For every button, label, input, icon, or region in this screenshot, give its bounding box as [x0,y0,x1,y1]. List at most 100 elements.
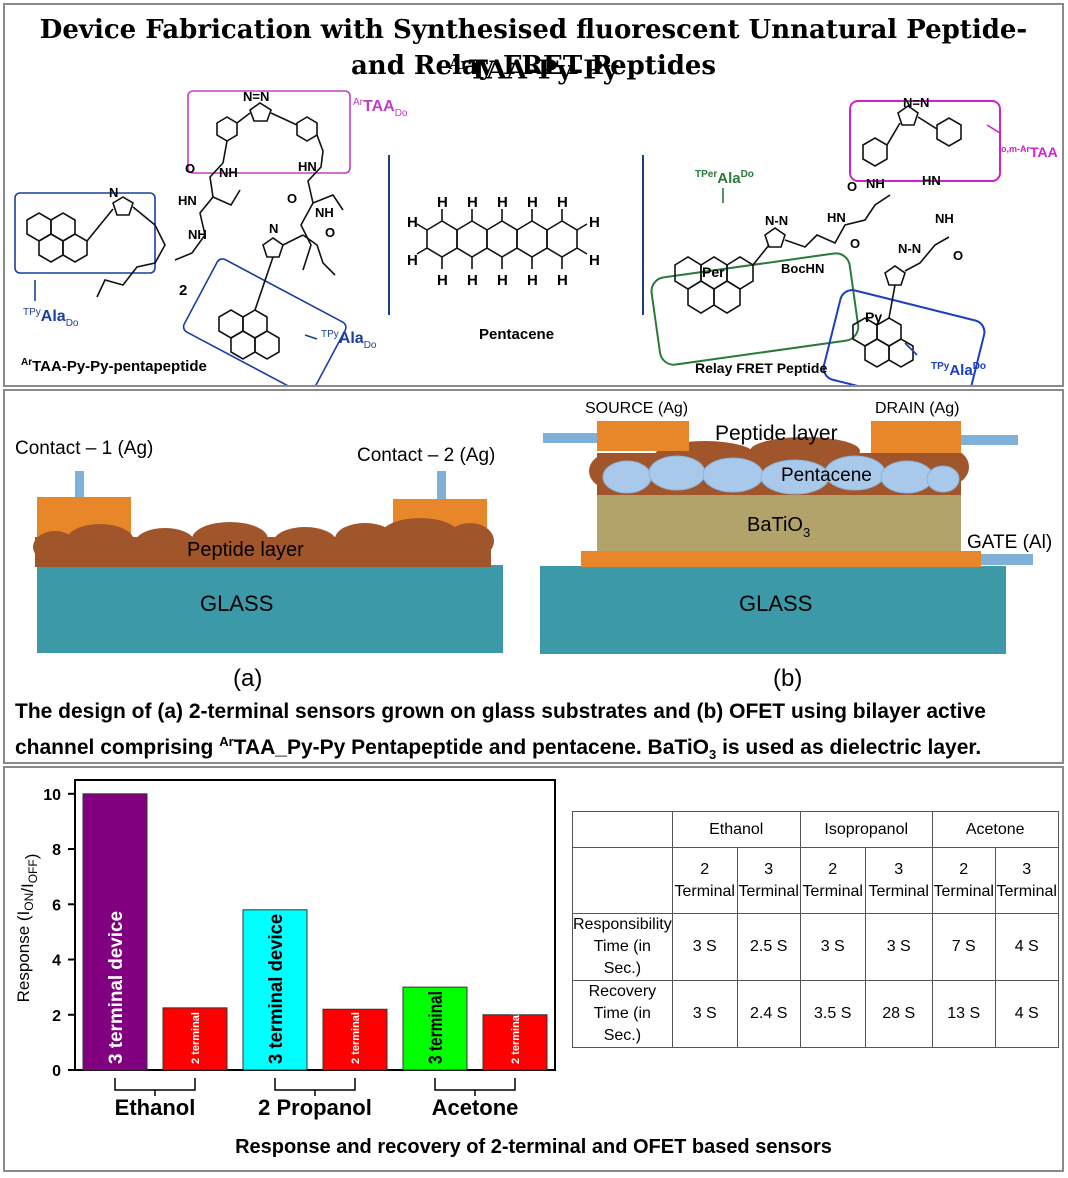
row-label-2: Time (in Sec.) [593,1005,651,1044]
source-wire [543,433,601,443]
row-label-1: Responsibility [573,916,672,933]
col-text: Terminal [802,882,863,900]
structures-panel: Device Fabrication with Synthesised fluo… [3,3,1064,387]
contact1-label: Contact – 1 (Ag) [15,438,153,459]
bar [482,1014,548,1071]
svg-text:NH: NH [935,211,954,226]
peptide-layer-a [33,518,494,567]
svg-text:H: H [497,194,508,211]
artaa-box [187,90,351,174]
pentacene-layer [602,455,960,495]
tpy-label-mid: TPyAlaDo [321,329,377,351]
tpy-label-right: TPyAlaDo [931,361,986,379]
svg-text:H: H [407,252,418,269]
group-label: Ethanol [115,1095,196,1120]
bar-label: 2 terminal [190,1012,202,1064]
table-cell: 3 S [671,913,738,981]
bar [322,1008,388,1071]
triazole-ring [249,102,272,122]
table-corner [572,847,673,914]
svg-text:H: H [527,272,538,289]
title-text-end: TAA-Py-Py [468,55,618,86]
svg-text:H: H [557,272,568,289]
table-cell: 4 S [994,913,1059,981]
col-num: 2 [959,860,969,878]
svg-text:HN: HN [178,193,197,208]
gate-label: GATE (Al) [967,532,1052,553]
svg-text:O: O [325,225,335,240]
col-text: Terminal [738,882,799,900]
col-num: 3 [1022,860,1032,878]
table-solvent-header: Isopropanol [799,811,933,848]
y-tick-label: 2 [52,1008,61,1025]
caption-part: channel comprising [15,736,220,759]
svg-text:H: H [467,272,478,289]
svg-text:H: H [437,194,448,211]
svg-text:H: H [407,214,418,231]
bar-label: 3 terminal device [266,914,287,1064]
svg-text:H: H [589,214,600,231]
table-col-header: 2 Terminal [671,847,738,914]
table-col-header: 3 Terminal [736,847,801,914]
table-cell: 3.5 S [799,980,866,1048]
caption-sub: 3 [709,747,717,763]
bar-label: 2 terminal [510,1012,522,1064]
y-axis: 0 2 4 6 8 10 [43,787,75,1080]
y-tick-label: 0 [52,1063,61,1080]
pentacene-label-b: Pentacene [781,465,872,486]
svg-text:H: H [437,272,448,289]
group-bracket [434,1078,516,1091]
table-row: Recovery Time (in Sec.) 3 S 2.4 S 3.5 S 2… [572,980,1059,1048]
col-text: Terminal [996,882,1057,900]
svg-text:N=N: N=N [903,95,929,110]
svg-text:H: H [557,194,568,211]
col-text: Terminal [674,882,735,900]
benzene-ring [216,116,238,142]
col-text: Terminal [933,882,994,900]
tag-b: (b) [773,665,802,691]
svg-text:HN: HN [827,210,846,225]
table-col-header: 3 Terminal [864,847,933,914]
device-caption-line2: channel comprising ArTAA_Py-Py Pentapept… [15,727,981,769]
table-cell: 7 S [931,913,996,981]
bochn-label: BocHN [781,261,824,276]
results-caption: Response and recovery of 2-terminal and … [235,1136,832,1158]
row-label: Recovery Time (in Sec.) [572,980,673,1048]
batio3-layer [597,493,961,551]
svg-text:O: O [847,179,857,194]
col-text: Terminal [868,882,929,900]
drain-pad [871,421,961,453]
panel-title-line1: Device Fabrication with Synthesised fluo… [5,13,1062,88]
per-label: TPerAlaDo [695,169,754,187]
plot-frame [74,779,556,1071]
device-svg: Contact – 1 (Ag) Contact – 2 (Ag) Peptid… [15,400,1052,691]
svg-text:N: N [269,221,278,236]
bar-label: 3 terminal [426,991,447,1064]
glass-label-a: GLASS [200,591,273,616]
table-cell: 3 S [864,913,933,981]
row-label-1: Recovery [588,983,657,1000]
table-col-header: 2 Terminal [799,847,866,914]
relay-label: Relay FRET Peptide [695,360,827,376]
gate-wire [981,554,1033,565]
drain-wire [960,435,1018,445]
bar [82,793,148,1071]
table-cell: 28 S [864,980,933,1048]
title-sup: Ar [449,55,469,73]
y-tick-label: 10 [43,787,61,804]
col-num: 3 [894,860,904,878]
peptide-label-a: Peptide layer [187,539,304,561]
svg-text:N-N: N-N [765,213,788,228]
col-num: 2 [828,860,838,878]
y-tick-label: 6 [52,897,61,914]
source-pad [597,421,689,451]
gate-electrode [581,551,981,567]
table-cell: 3 S [671,980,738,1048]
artaa-label: ArTAADo [353,97,408,119]
group-bracket [274,1078,356,1091]
triazole-ring [112,196,134,216]
glass-label-b: GLASS [739,591,812,616]
svg-text:O: O [850,236,860,251]
y-tick-label: 8 [52,842,61,859]
x-groups: Ethanol 2 Propanol Acetone [114,1078,518,1120]
